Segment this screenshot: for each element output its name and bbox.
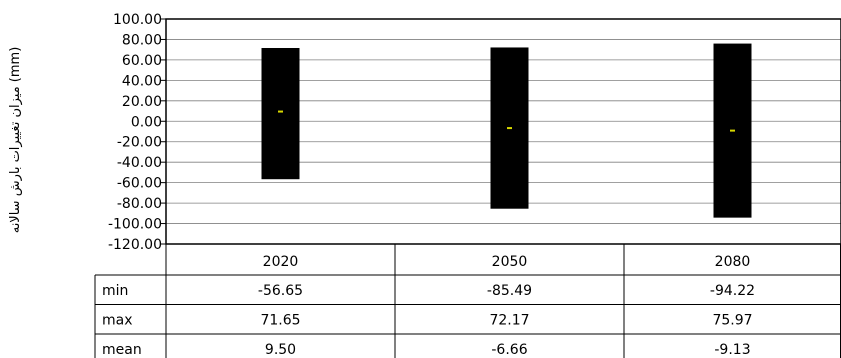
table-cell: -56.65 (258, 283, 303, 299)
bars (261, 43, 752, 218)
plot-frame (165, 18, 841, 245)
data-table: 2020 2050 2080 min -56.65 -85.49 -94.22 max 71.6… (94, 244, 841, 358)
mean-marker-2080 (730, 129, 735, 132)
y-tick-label: -120.00 (108, 237, 162, 253)
category-label: 2050 (492, 254, 528, 270)
y-tick-label: -100.00 (108, 217, 162, 233)
y-tick-label: -60.00 (117, 176, 162, 192)
mean-markers (278, 110, 735, 132)
category-label: 2020 (263, 254, 299, 270)
range-bar-2020 (261, 47, 300, 180)
table-cell: -94.22 (710, 283, 755, 299)
table-cell: -85.49 (487, 283, 532, 299)
y-tick-label: -40.00 (117, 155, 162, 171)
y-tick-label: 80.00 (122, 32, 162, 48)
table-cell: -9.13 (714, 342, 750, 358)
y-tick-labels: 100.00 80.00 60.00 40.00 20.00 0.00 -20.00 -40.… (108, 12, 162, 253)
table-cell: 71.65 (260, 313, 300, 329)
table-row-label: min (102, 283, 128, 299)
y-tick-label: 100.00 (113, 12, 162, 28)
y-tick-label: -20.00 (117, 135, 162, 151)
table-row-label: mean (102, 342, 142, 358)
mean-marker-2020 (278, 110, 283, 113)
y-tick-label: 20.00 (122, 94, 162, 110)
table-cell: 72.17 (489, 313, 529, 329)
y-axis-label: میزان تغییرات بارش سالانه (mm) (8, 47, 23, 234)
table-cell: 9.50 (265, 342, 296, 358)
table-cell: -6.66 (491, 342, 527, 358)
y-tick-label: 40.00 (122, 73, 162, 89)
y-tick-label: -80.00 (117, 196, 162, 212)
table-row-label: max (102, 313, 133, 329)
y-tick-label: 60.00 (122, 53, 162, 69)
table-cell: 75.97 (712, 313, 752, 329)
category-label: 2080 (715, 254, 751, 270)
axes (161, 18, 841, 245)
mean-marker-2050 (507, 127, 512, 130)
y-tick-label: 0.00 (131, 114, 162, 130)
